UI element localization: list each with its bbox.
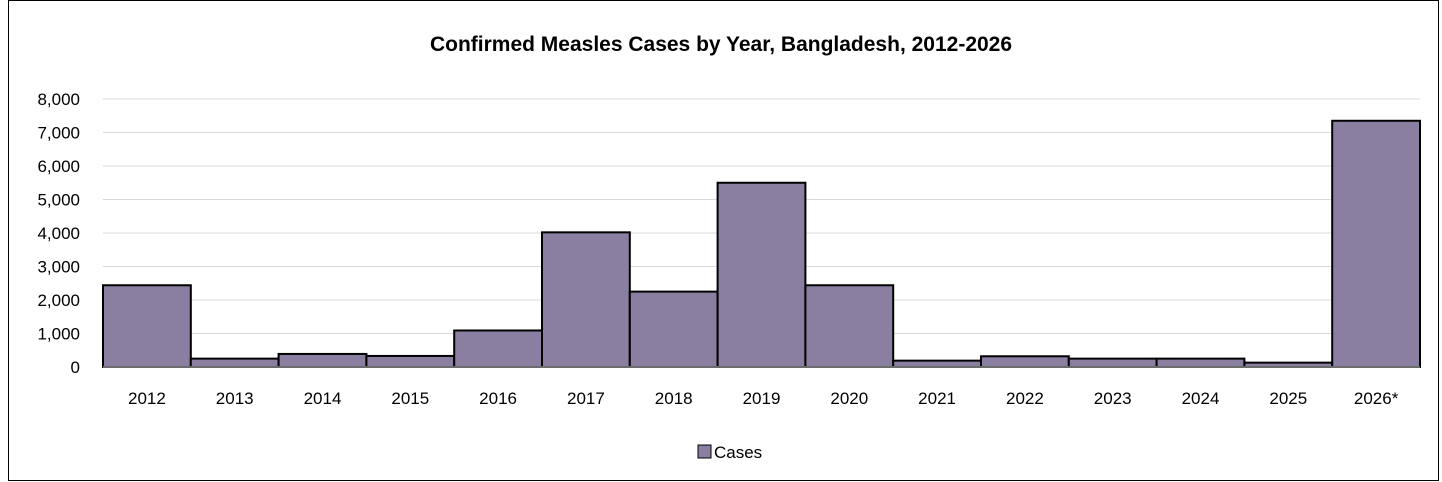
x-tick-label: 2019	[743, 389, 781, 408]
x-tick-label: 2022	[1006, 389, 1044, 408]
y-tick-label: 5,000	[37, 191, 80, 210]
bar-2018	[628, 290, 719, 368]
x-tick-label: 2023	[1094, 389, 1132, 408]
bar-2016	[453, 329, 544, 368]
y-tick-label: 8,000	[37, 90, 80, 109]
x-tick-label: 2025	[1269, 389, 1307, 408]
y-tick-label: 2,000	[37, 291, 80, 310]
legend-label-cases: Cases	[714, 443, 762, 462]
bar-2024	[1155, 357, 1246, 368]
bar-2020	[804, 284, 895, 369]
bar-2025	[1243, 361, 1334, 368]
x-tick-label: 2013	[216, 389, 254, 408]
y-tick-label: 0	[71, 358, 80, 377]
y-tick-label: 6,000	[37, 157, 80, 176]
legend-swatch-cases	[697, 444, 712, 459]
bar-2013	[189, 357, 280, 368]
bar-2012	[102, 284, 192, 369]
x-tick-label: 2020	[830, 389, 868, 408]
chart-title: Confirmed Measles Cases by Year, Banglad…	[429, 33, 1013, 56]
y-tick-label: 4,000	[37, 224, 80, 243]
x-tick-label: 2012	[128, 389, 166, 408]
x-tick-label: 2015	[391, 389, 429, 408]
x-tick-label: 2026*	[1354, 389, 1399, 408]
bar-2019	[716, 181, 807, 368]
x-tick-label: 2024	[1182, 389, 1220, 408]
bars	[102, 119, 1421, 369]
x-tick-label: 2017	[567, 389, 605, 408]
y-tick-label: 3,000	[37, 258, 80, 277]
legend: Cases	[697, 443, 762, 462]
bar-2021	[892, 359, 983, 369]
x-axis-ticks: 2012 2013 2014 2015 2016 2017 2018 2019 2020 2021…	[128, 389, 1399, 408]
bar-2014	[277, 352, 368, 368]
y-tick-label: 7,000	[37, 124, 80, 143]
y-tick-label: 1,000	[37, 325, 80, 344]
x-tick-label: 2021	[918, 389, 956, 408]
bar-2023	[1067, 357, 1158, 368]
y-axis-ticks: 0 1,000 2,000 3,000 4,000 5,000 6,000 7,000 8,00…	[37, 90, 80, 377]
x-tick-label: 2018	[655, 389, 693, 408]
bar-2015	[365, 354, 456, 369]
bar-2017	[541, 231, 631, 368]
x-tick-label: 2016	[479, 389, 517, 408]
x-tick-label: 2014	[304, 389, 342, 408]
bar-2026	[1331, 119, 1421, 369]
bar-2022	[980, 355, 1070, 368]
